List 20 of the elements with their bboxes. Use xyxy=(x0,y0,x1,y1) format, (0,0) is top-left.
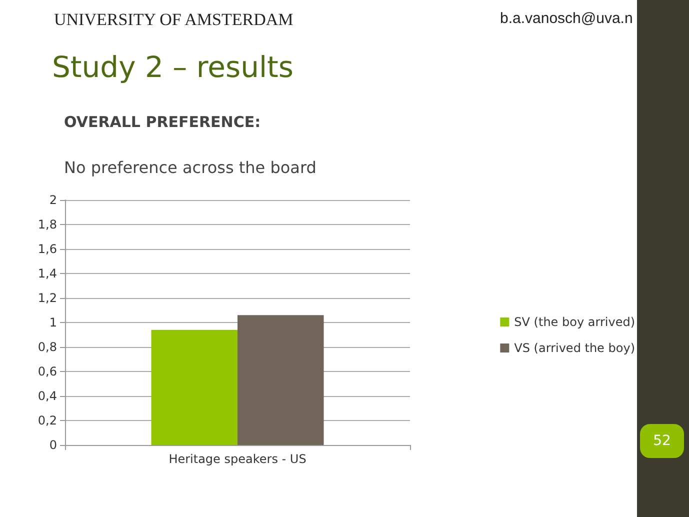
chart-title: Study 2 – results xyxy=(52,50,294,84)
y-tick-label: 1,2 xyxy=(38,291,57,305)
legend-label: SV (the boy arrived) xyxy=(514,315,636,329)
y-tick-label: 0,8 xyxy=(38,340,57,354)
y-tick-label: 0,4 xyxy=(38,389,57,403)
text: UNIVERSITY OF AMSTERDAM xyxy=(54,10,294,30)
text: 52 xyxy=(640,424,684,458)
y-tick-label: 0 xyxy=(49,438,57,452)
x-tick-label: Heritage speakers - US xyxy=(168,452,306,466)
y-tick-label: 2 xyxy=(49,193,57,207)
y-tick-label: 1,4 xyxy=(38,266,57,280)
y-tick-label: 1 xyxy=(49,316,57,330)
y-tick-label: 1,8 xyxy=(38,218,57,232)
text: b.a.vanosch@uva.n xyxy=(500,10,633,27)
y-tick-label: 1,6 xyxy=(38,242,57,256)
text: No preference across the board xyxy=(64,158,316,177)
legend-label: VS (arrived the boy) xyxy=(514,341,636,355)
chart-subtitle: OVERALL PREFERENCE: xyxy=(64,113,261,131)
y-tick-label: 0,2 xyxy=(38,414,57,428)
y-tick-label: 0,6 xyxy=(38,364,57,378)
